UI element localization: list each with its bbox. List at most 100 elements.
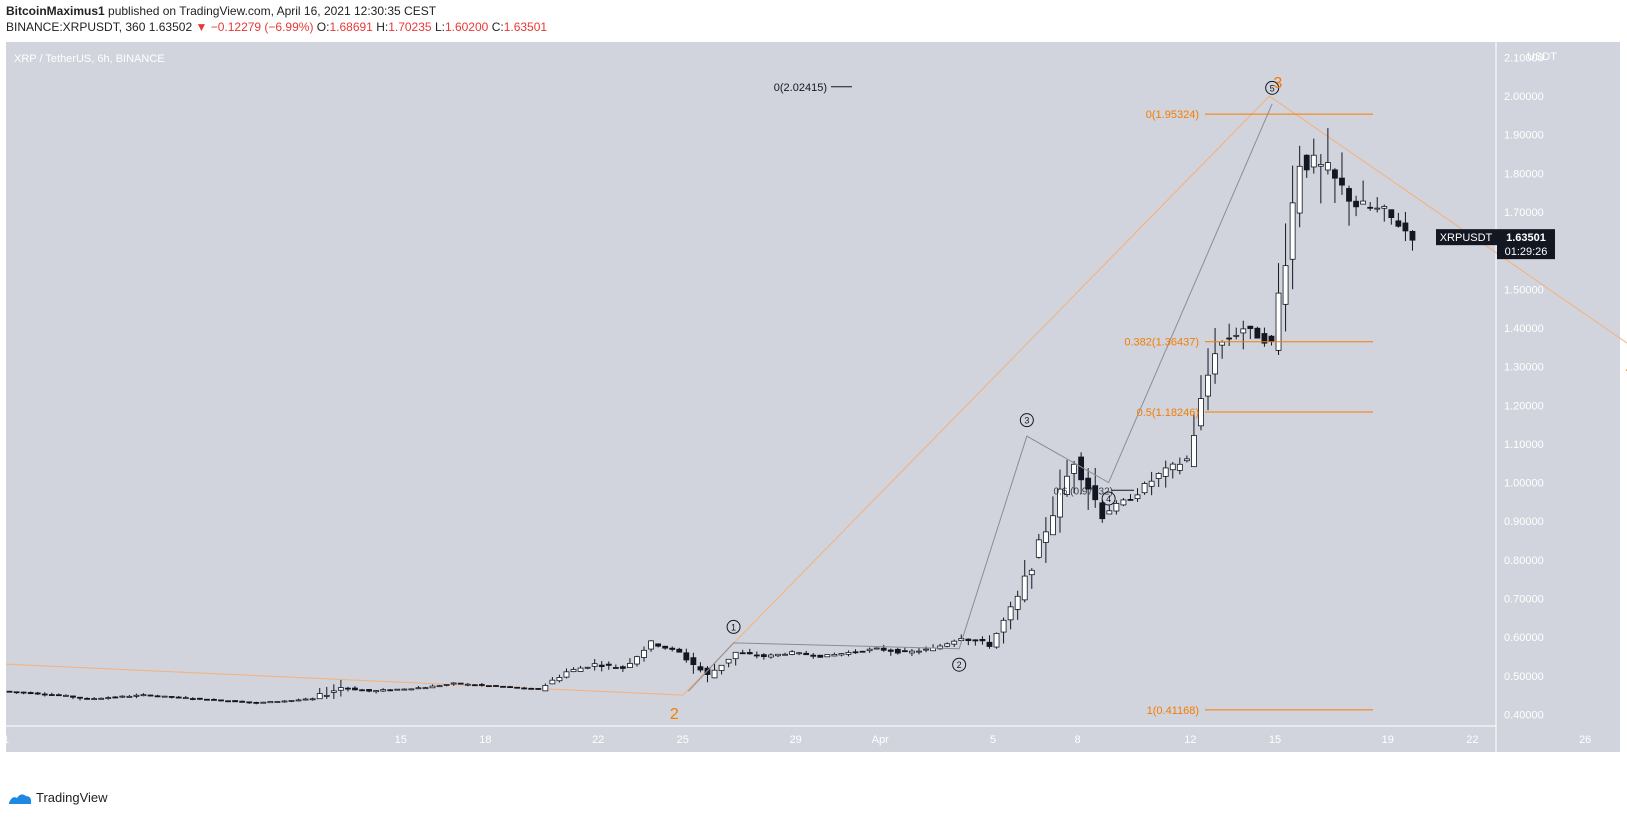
candle[interactable] [648, 640, 654, 650]
candle[interactable] [1155, 473, 1162, 479]
candle[interactable] [175, 696, 182, 699]
candle[interactable] [366, 689, 372, 692]
candle[interactable] [535, 688, 542, 690]
candle[interactable] [112, 696, 119, 699]
candle[interactable] [84, 697, 90, 700]
candle[interactable] [916, 650, 922, 653]
candle[interactable] [556, 677, 563, 682]
author-name[interactable]: BitcoinMaximus1 [6, 4, 105, 18]
candle[interactable] [380, 689, 387, 692]
candle[interactable] [507, 686, 513, 688]
candle[interactable] [330, 690, 337, 693]
candle[interactable] [894, 648, 901, 654]
candle[interactable] [27, 692, 34, 695]
price-axis[interactable] [1496, 42, 1620, 726]
candle[interactable] [1367, 206, 1374, 209]
candle[interactable] [993, 633, 1000, 648]
candle[interactable] [429, 685, 436, 689]
candle[interactable] [1339, 177, 1345, 186]
candle[interactable] [302, 698, 309, 701]
candle[interactable] [1296, 165, 1303, 214]
candle[interactable] [1360, 200, 1367, 205]
candle[interactable] [471, 684, 478, 687]
candle[interactable] [1219, 341, 1226, 346]
candle[interactable] [260, 701, 267, 704]
candle[interactable] [1198, 398, 1204, 427]
candle[interactable] [789, 651, 795, 655]
candle[interactable] [901, 650, 908, 653]
candle[interactable] [1388, 209, 1395, 219]
candle[interactable] [161, 695, 168, 698]
candle[interactable] [732, 651, 739, 660]
candle[interactable] [500, 685, 506, 688]
candle[interactable] [6, 690, 13, 693]
candle[interactable] [225, 700, 231, 703]
candle[interactable] [316, 693, 323, 700]
candle[interactable] [119, 695, 126, 698]
candle[interactable] [937, 645, 944, 650]
candle[interactable] [1395, 220, 1402, 227]
candle[interactable] [1169, 463, 1176, 471]
candle[interactable] [1050, 515, 1056, 536]
candle[interactable] [415, 687, 422, 690]
candle[interactable] [48, 694, 55, 696]
candle[interactable] [768, 654, 774, 658]
candle[interactable] [1226, 337, 1233, 340]
candle[interactable] [387, 689, 394, 692]
candle[interactable] [1099, 502, 1106, 520]
time-axis[interactable] [6, 726, 1496, 752]
candle[interactable] [824, 654, 831, 658]
candle[interactable] [457, 682, 464, 685]
candle[interactable] [866, 648, 873, 652]
candle[interactable] [697, 666, 704, 671]
candle[interactable] [803, 652, 810, 656]
candle[interactable] [168, 696, 175, 698]
candle[interactable] [232, 700, 239, 703]
candle[interactable] [641, 649, 647, 658]
candle[interactable] [1141, 483, 1148, 494]
candle[interactable] [831, 653, 838, 657]
candle[interactable] [1324, 162, 1331, 171]
candle[interactable] [295, 699, 302, 702]
candle[interactable] [838, 653, 845, 656]
candle[interactable] [627, 663, 633, 668]
candle[interactable] [775, 653, 781, 657]
candle[interactable] [1134, 494, 1141, 499]
candle[interactable] [605, 663, 612, 666]
candle[interactable] [718, 664, 725, 671]
tradingview-brand[interactable]: TradingView [36, 790, 108, 805]
candle[interactable] [1176, 463, 1183, 471]
candle[interactable] [70, 695, 76, 698]
candle[interactable] [1247, 325, 1254, 329]
candle[interactable] [782, 653, 788, 656]
candle[interactable] [676, 648, 683, 653]
candle[interactable] [253, 701, 260, 704]
candle[interactable] [887, 649, 894, 652]
candle[interactable] [662, 645, 669, 649]
candle[interactable] [147, 694, 154, 697]
candle[interactable] [873, 647, 880, 650]
candle[interactable] [542, 685, 549, 692]
candle[interactable] [1268, 335, 1275, 342]
candle[interactable] [126, 695, 133, 698]
candle[interactable] [760, 654, 767, 658]
candle[interactable] [1007, 606, 1014, 621]
candle[interactable] [1303, 154, 1310, 171]
candle[interactable] [619, 666, 626, 669]
candle[interactable] [1381, 206, 1388, 209]
candle[interactable] [1205, 374, 1211, 397]
candle[interactable] [563, 671, 570, 678]
candle[interactable] [401, 688, 408, 691]
candle[interactable] [923, 648, 929, 651]
candle[interactable] [464, 683, 471, 686]
candle[interactable] [1000, 619, 1007, 633]
plot-area[interactable] [6, 42, 1496, 726]
candle[interactable] [1028, 569, 1035, 576]
candle[interactable] [1317, 164, 1324, 167]
candle[interactable] [514, 686, 521, 689]
candle[interactable] [549, 679, 556, 685]
candle[interactable] [478, 684, 485, 686]
candle[interactable] [493, 685, 499, 687]
candle[interactable] [690, 657, 697, 666]
